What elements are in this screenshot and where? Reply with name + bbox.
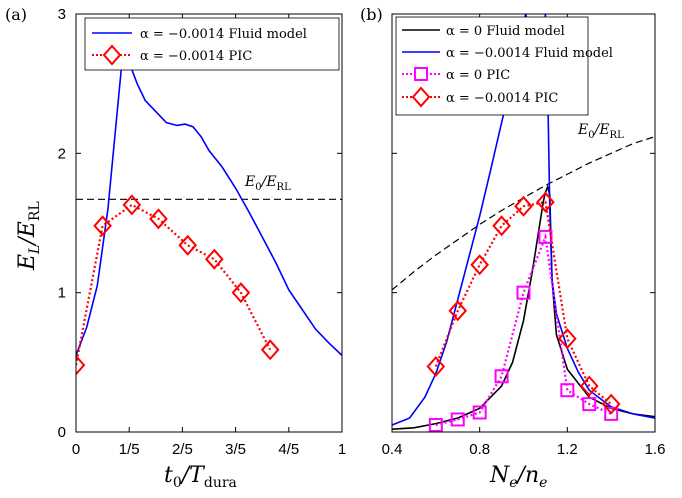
xtick-label: 3/5: [225, 441, 246, 458]
ytick-label: 1: [58, 285, 66, 302]
panel-a-reference-label: E0/ERL: [244, 174, 291, 193]
panel-a-ticks: 0 1/5 2/5 3/5 4/5 1 0 1 2 3: [58, 6, 347, 458]
diamond-marker: [204, 248, 224, 270]
legend-b-square-marker: [414, 67, 428, 81]
square-marker: [582, 397, 597, 412]
panel-a-plot-area: [76, 56, 342, 376]
panel-a-axes-box: [75, 13, 343, 433]
series-line-b-2: [435, 232, 612, 427]
panel-b-legend: α = 0 Fluid model α = −0.0014 Fluid mode…: [395, 16, 613, 116]
diamond-marker: [536, 191, 555, 213]
square-marker: [472, 405, 487, 420]
square-marker: [604, 406, 619, 421]
panel-a-ylabel: EL/ERL: [15, 201, 43, 271]
diamond-marker: [178, 234, 198, 256]
xtick-label: 1.6: [645, 441, 666, 458]
panel-b-xlabel: Ne/ne: [489, 463, 547, 491]
series-line-b-3: [434, 200, 612, 405]
legend-b-label-4: α = −0.0014 PIC: [446, 91, 558, 106]
diamond-marker: [514, 195, 533, 217]
diamond-marker: [260, 339, 280, 361]
series-line-a-0: [76, 56, 342, 356]
square-marker: [560, 383, 575, 398]
ytick-label: 2: [58, 145, 66, 162]
legend-a-label-2: α = −0.0014 PIC: [140, 49, 252, 64]
panel-b-axes-box: [391, 13, 656, 433]
square-marker: [538, 229, 553, 244]
ytick-label: 0: [58, 424, 66, 441]
ytick-label: 3: [58, 6, 66, 23]
square-marker: [450, 412, 465, 427]
xtick-label: 1.2: [557, 441, 578, 458]
diamond-marker: [231, 282, 251, 304]
panel-a: (a) 0 1/5 2/5 3/5 4/5 1 0 1 2 3 E0/ERL α = −0.001…: [5, 5, 346, 491]
panel-a-legend-box: [84, 17, 340, 71]
diamond-marker: [76, 354, 86, 376]
legend-b-label-2: α = −0.0014 Fluid model: [446, 46, 613, 61]
legend-b-label-3: α = 0 PIC: [446, 68, 510, 83]
diamond-marker: [149, 208, 168, 230]
panel-a-xlabel: t0/Tdura: [164, 463, 237, 491]
panel-a-letter: (a): [5, 5, 27, 24]
diamond-marker: [579, 375, 599, 397]
xtick-label: 0.4: [382, 441, 403, 458]
square-marker: [428, 418, 443, 432]
xtick-label: 1: [338, 441, 346, 458]
xtick-label: 0.8: [469, 441, 490, 458]
legend-a-label-1: α = −0.0014 Fluid model: [140, 27, 307, 42]
xtick-label: 2/5: [172, 441, 193, 458]
panel-b-ticks: 0.4 0.8 1.2 1.6: [382, 13, 666, 458]
panel-b-reference-label: E0/ERL: [577, 122, 624, 141]
legend-b-diamond-marker: [411, 86, 431, 108]
diamond-marker: [470, 254, 490, 276]
square-marker: [516, 285, 531, 300]
panel-b: (b) 0.4 0.8 1.2 1.6 E0/ERL α = 0 Fluid mode…: [360, 5, 665, 491]
xtick-label: 4/5: [278, 441, 299, 458]
diamond-marker: [557, 328, 577, 350]
square-marker: [494, 369, 509, 384]
diamond-marker: [122, 194, 142, 216]
panel-a-legend: α = −0.0014 Fluid model α = −0.0014 PIC: [84, 17, 340, 71]
series-line-b-0: [392, 184, 655, 431]
diamond-marker: [448, 300, 468, 322]
diamond-marker: [93, 215, 112, 237]
diamond-marker: [601, 393, 621, 415]
legend-b-label-1: α = 0 Fluid model: [446, 24, 565, 39]
panel-b-letter: (b): [360, 5, 383, 24]
xtick-label: 0: [72, 441, 80, 458]
diamond-marker: [492, 215, 511, 237]
diamond-marker: [426, 356, 446, 378]
legend-a-diamond-marker: [102, 44, 122, 66]
xtick-label: 1/5: [119, 441, 140, 458]
